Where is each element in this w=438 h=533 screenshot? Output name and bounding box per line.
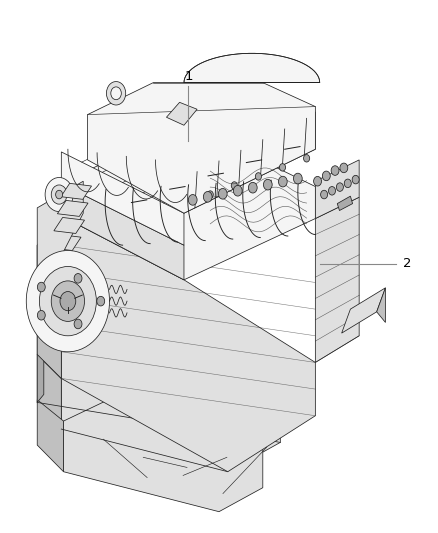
Circle shape <box>314 176 321 186</box>
Polygon shape <box>54 217 85 233</box>
Polygon shape <box>64 397 263 512</box>
Circle shape <box>37 310 45 320</box>
Circle shape <box>39 266 96 336</box>
Circle shape <box>26 251 110 352</box>
Circle shape <box>279 164 286 171</box>
Circle shape <box>60 292 76 311</box>
Circle shape <box>219 189 227 199</box>
Circle shape <box>328 187 336 195</box>
Polygon shape <box>37 354 61 429</box>
Polygon shape <box>61 152 184 245</box>
Polygon shape <box>184 53 320 83</box>
Polygon shape <box>61 349 280 472</box>
Text: 1: 1 <box>184 70 193 83</box>
Circle shape <box>279 176 287 187</box>
Circle shape <box>255 173 261 180</box>
Circle shape <box>340 163 348 173</box>
Circle shape <box>321 190 328 199</box>
Circle shape <box>248 182 257 193</box>
Polygon shape <box>37 181 83 269</box>
Circle shape <box>304 155 310 162</box>
Polygon shape <box>61 183 92 199</box>
Circle shape <box>352 175 359 184</box>
Circle shape <box>344 179 351 188</box>
Text: 2: 2 <box>403 257 411 270</box>
Circle shape <box>188 195 197 205</box>
Polygon shape <box>337 196 353 211</box>
Circle shape <box>97 296 105 306</box>
Polygon shape <box>342 288 385 333</box>
Polygon shape <box>61 184 184 280</box>
Circle shape <box>293 173 302 184</box>
Circle shape <box>207 191 213 198</box>
Circle shape <box>74 319 82 329</box>
Polygon shape <box>37 256 61 336</box>
Polygon shape <box>166 102 197 125</box>
Polygon shape <box>61 123 315 280</box>
Polygon shape <box>57 200 88 216</box>
Circle shape <box>56 190 63 199</box>
Polygon shape <box>184 112 315 213</box>
Circle shape <box>111 87 121 100</box>
Circle shape <box>106 82 126 105</box>
Polygon shape <box>37 400 64 472</box>
Polygon shape <box>37 346 44 402</box>
Circle shape <box>231 182 237 189</box>
Circle shape <box>322 171 330 181</box>
Circle shape <box>331 166 339 175</box>
Circle shape <box>37 282 45 292</box>
Polygon shape <box>315 160 359 219</box>
Polygon shape <box>88 83 315 213</box>
Polygon shape <box>50 235 81 251</box>
Circle shape <box>51 185 67 204</box>
Polygon shape <box>315 197 359 362</box>
Circle shape <box>74 273 82 283</box>
Polygon shape <box>37 216 61 378</box>
Polygon shape <box>37 216 61 378</box>
Circle shape <box>233 185 242 196</box>
Circle shape <box>263 179 272 190</box>
Polygon shape <box>61 216 315 472</box>
Circle shape <box>51 281 85 321</box>
Circle shape <box>45 177 73 212</box>
Circle shape <box>336 183 343 191</box>
Polygon shape <box>377 288 385 322</box>
Circle shape <box>203 191 212 202</box>
